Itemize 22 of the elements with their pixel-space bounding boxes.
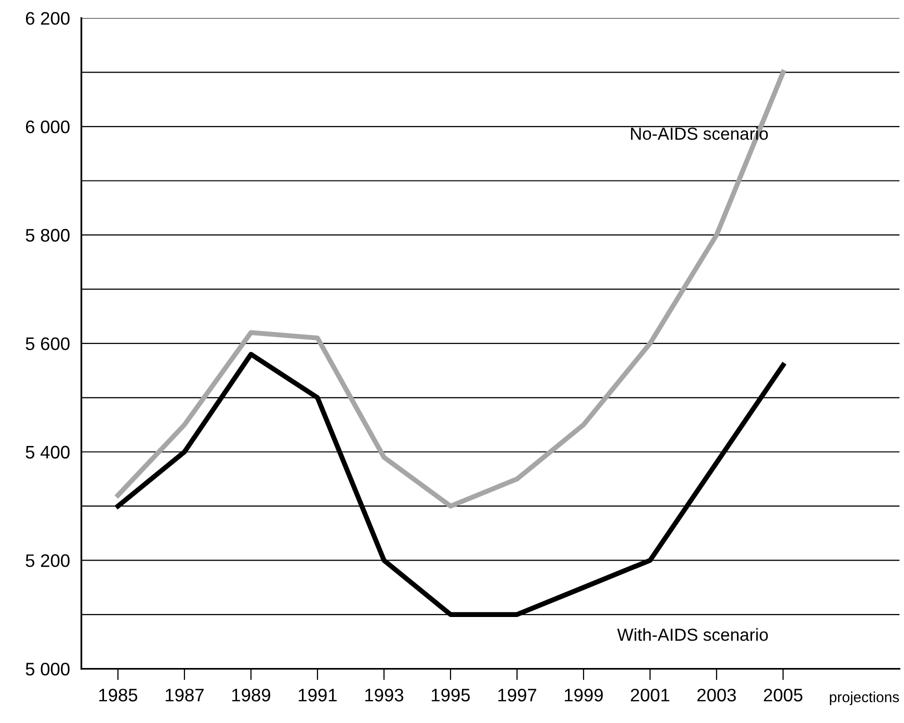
y-tick-label: 5 400 bbox=[26, 446, 70, 459]
x-tick-label: 1997 bbox=[498, 688, 536, 702]
x-tick-label: 2005 bbox=[764, 688, 802, 702]
x-tick-label: 2003 bbox=[697, 688, 736, 702]
y-tick-label: 5 600 bbox=[26, 337, 70, 350]
text: projections bbox=[830, 692, 899, 706]
y-tick-label: 5 000 bbox=[26, 662, 70, 676]
y-tick-label: 6 000 bbox=[26, 120, 70, 134]
x-tick-label: 1985 bbox=[99, 688, 138, 702]
x-tick-label: 1989 bbox=[232, 688, 270, 702]
y-tick-label: 5 800 bbox=[26, 228, 70, 242]
y-tick-label: 5 200 bbox=[26, 554, 70, 568]
series-label: No-AIDS scenario bbox=[631, 127, 768, 140]
text: With-AIDS scenario bbox=[617, 628, 768, 641]
x-tick-label: 1993 bbox=[365, 688, 404, 702]
x-tick-label: 2001 bbox=[630, 688, 670, 702]
line-series bbox=[116, 70, 786, 509]
y-tick-label: 6 200 bbox=[26, 12, 70, 25]
x-tick-label: 1991 bbox=[298, 688, 337, 702]
x-tick-label: 1999 bbox=[564, 688, 603, 702]
x-tick-label: 1995 bbox=[432, 688, 470, 702]
x-tick-label: 1987 bbox=[166, 688, 204, 702]
